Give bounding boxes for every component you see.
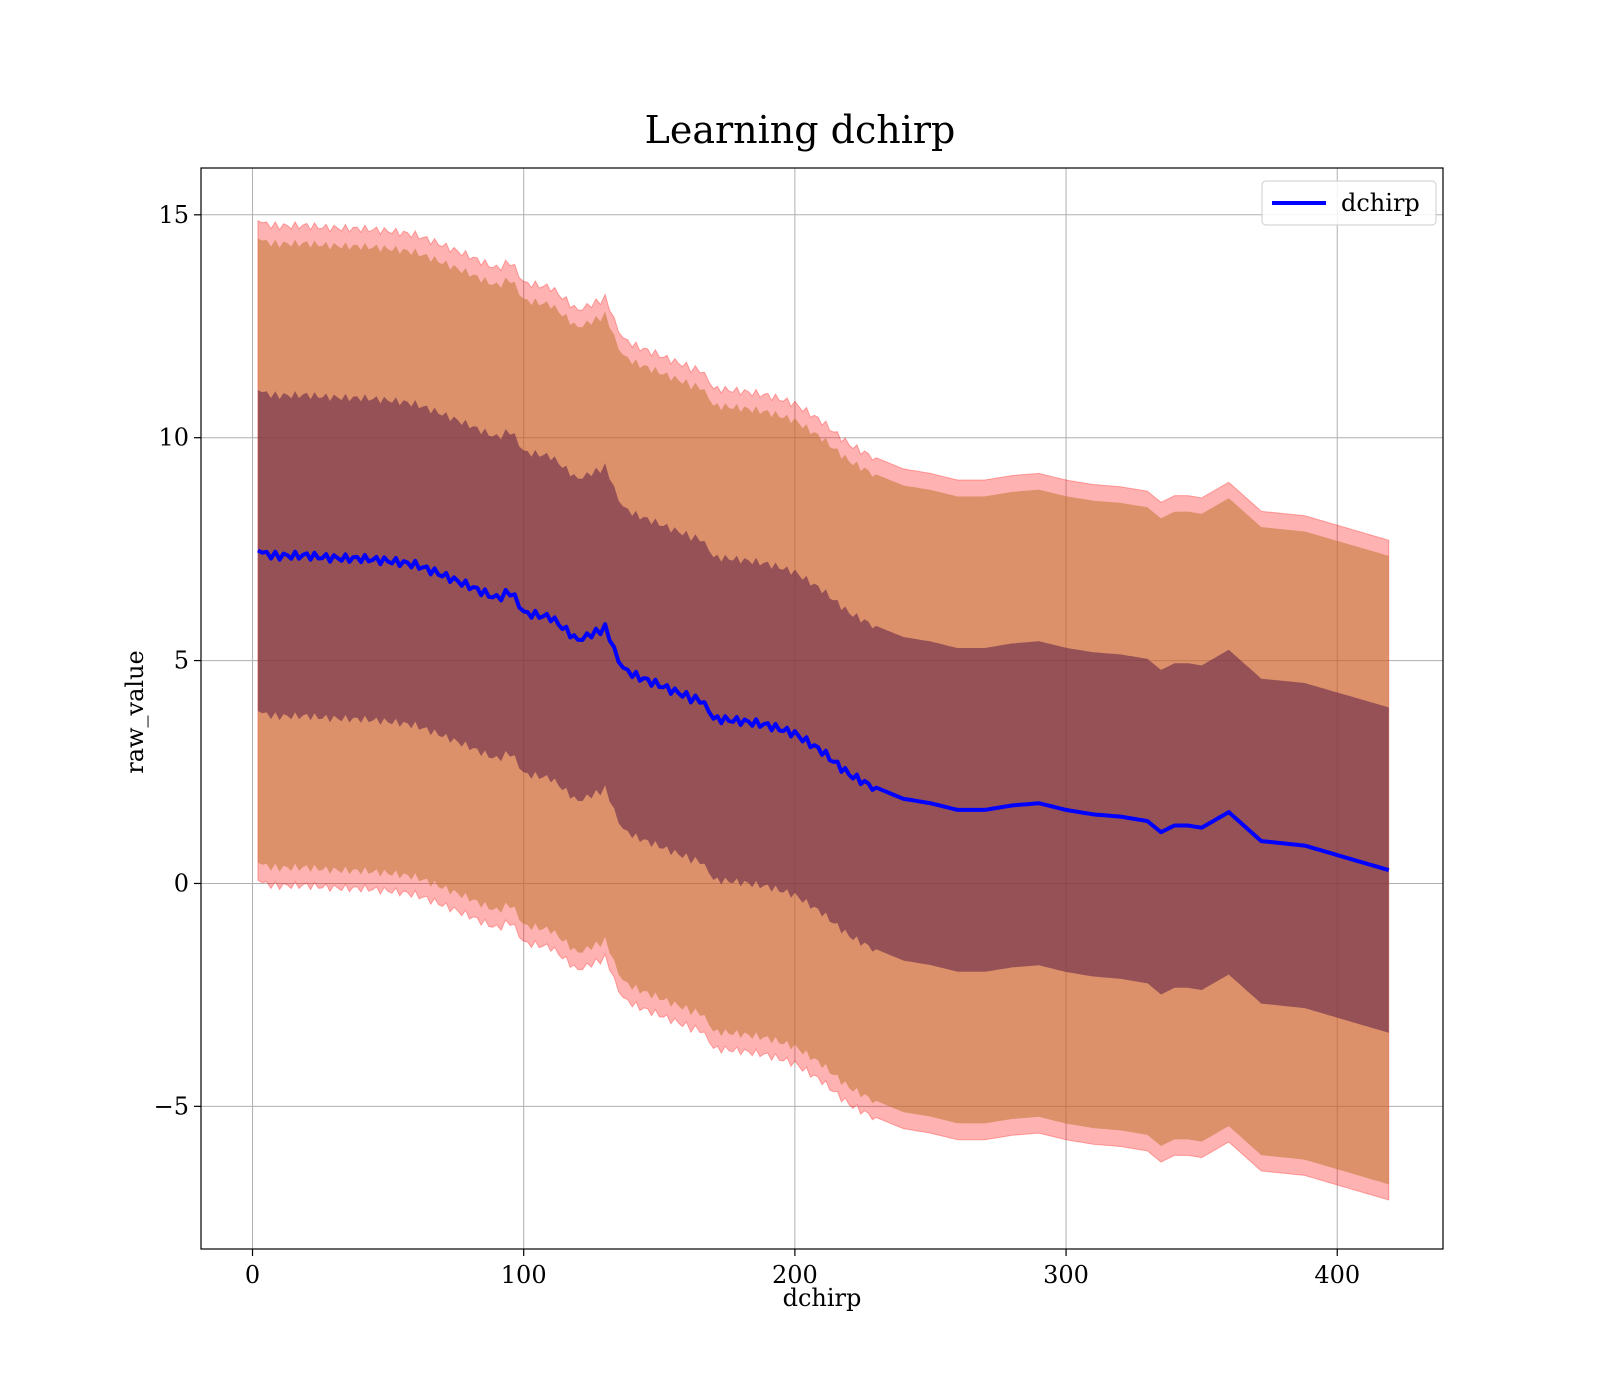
x-tick-label: 300 (1043, 1261, 1089, 1289)
legend-label-dchirp: dchirp (1341, 189, 1420, 217)
x-tick-label: 200 (772, 1261, 818, 1289)
x-tick-label: 0 (245, 1261, 260, 1289)
chart-title: Learning dchirp (645, 108, 956, 152)
legend-box (1261, 180, 1437, 226)
y-tick-label: 0 (174, 869, 189, 897)
axis-ticks: 0 100 200 300 400 −5 0 5 10 15 (154, 201, 1361, 1289)
y-tick-label: 5 (174, 647, 189, 675)
series-lines (257, 548, 1390, 873)
y-axis-label: raw_value (121, 650, 149, 774)
series-line-dchirp (257, 548, 1390, 873)
plot-frame (200, 167, 1444, 1250)
x-axis-label: dchirp (783, 1284, 862, 1312)
y-tick-label: −5 (154, 1092, 189, 1120)
uncertainty-bands (257, 219, 1390, 1201)
legend: dchirp (1261, 180, 1437, 226)
x-tick-label: 400 (1314, 1261, 1360, 1289)
y-tick-label: 15 (158, 201, 189, 229)
y-tick-label: 10 (158, 424, 189, 452)
band-inner (257, 390, 1389, 1033)
x-tick-label: 100 (501, 1261, 547, 1289)
